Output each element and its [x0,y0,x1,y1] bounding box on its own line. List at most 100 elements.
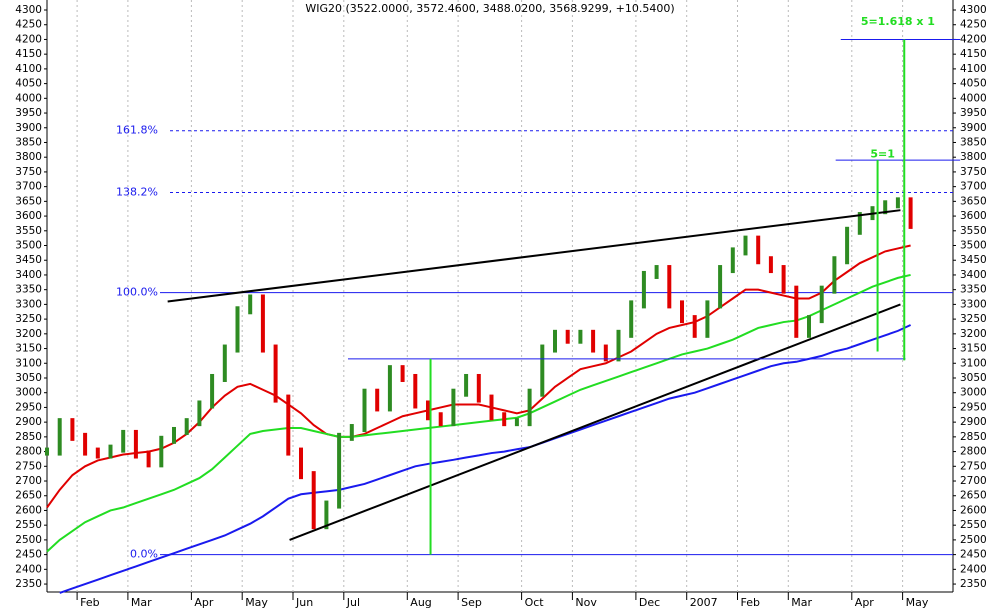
price-bar [641,270,646,309]
price-bar [413,373,418,409]
price-bar [502,412,507,427]
price-bar [629,300,634,338]
y-tick-label: 3300 [15,298,42,310]
fib-label: 100.0% [116,286,158,299]
moving-average [46,273,911,553]
y-tick-label: 3850 [15,136,42,148]
y-tick-label: 3400 [15,269,42,281]
x-tick-label: Oct [525,596,545,608]
y-tick-label: 2950 [15,401,42,413]
x-tick-label: Feb [80,596,99,608]
price-bar [438,412,443,427]
price-bar [387,365,392,412]
annotation: 5=1 [870,147,895,160]
price-bar [400,365,405,382]
price-bar [667,265,672,309]
price-bar [908,197,913,229]
y-tick-label: 3000 [15,387,42,399]
y-tick-label: 3150 [15,343,42,355]
price-bar [133,429,138,459]
price-bar [781,265,786,294]
price-bar [692,315,697,338]
y-tick-label-right: 3450 [960,254,987,266]
moving-average [46,244,911,509]
price-bar [565,329,570,344]
y-tick-label-right: 2550 [960,519,987,531]
y-tick-label: 3350 [15,284,42,296]
x-tick-label: Jun [295,596,313,608]
y-tick-label-right: 2600 [960,504,987,516]
y-tick-label: 2800 [15,446,42,458]
annotation: 5=1.618 x 1 [861,15,935,28]
y-tick-label: 2850 [15,431,42,443]
price-bar [248,294,253,315]
price-bar [705,300,710,338]
price-bar [286,394,291,456]
y-tick-label-right: 3800 [960,151,987,163]
y-tick-label-right: 2900 [960,416,987,428]
y-tick-label-right: 4200 [960,33,987,45]
price-bar [768,256,773,274]
y-tick-label-right: 3100 [960,357,987,369]
y-tick-label-right: 3950 [960,107,987,119]
price-bar [83,432,88,456]
price-bar [756,235,761,265]
y-tick-label-right: 3350 [960,284,987,296]
y-tick-label-right: 2800 [960,446,987,458]
price-bar [146,450,151,468]
y-tick-label-right: 4050 [960,78,987,90]
moving-average [59,324,912,594]
y-tick-label-right: 3600 [960,210,987,222]
y-tick-label: 2550 [15,519,42,531]
fib-label: 0.0% [130,548,158,561]
trendline [289,303,901,541]
price-bar [235,306,240,353]
y-tick-label: 3800 [15,151,42,163]
y-tick-label-right: 2650 [960,490,987,502]
price-bar [311,471,316,530]
price-bar [832,256,837,294]
y-tick-label: 2700 [15,475,42,487]
y-tick-label: 4050 [15,78,42,90]
price-bar [70,418,75,441]
y-tick-label: 2750 [15,460,42,472]
y-tick-label-right: 3700 [960,181,987,193]
price-bar [159,435,164,468]
y-tick-label-right: 3850 [960,136,987,148]
y-tick-label: 2600 [15,504,42,516]
price-bar [718,265,723,309]
y-tick-label-right: 3900 [960,122,987,134]
y-tick-label: 3550 [15,225,42,237]
price-bar [616,329,621,362]
y-tick-label-right: 3050 [960,372,987,384]
fib-label: 138.2% [116,186,158,199]
y-tick-label: 3650 [15,195,42,207]
price-bar [895,197,900,209]
price-bar [337,432,342,509]
price-bar [489,394,494,421]
x-tick-label: May [906,596,929,608]
x-tick-label: Jul [346,596,360,608]
price-bar [299,447,303,480]
fib-label: 161.8% [116,124,158,137]
y-tick-label-right: 4250 [960,19,987,31]
price-bar [603,344,608,362]
price-bar [45,447,49,456]
y-tick-label: 3200 [15,328,42,340]
y-tick-label-right: 3000 [960,387,987,399]
price-bar [680,300,684,324]
y-tick-label: 4300 [15,4,42,16]
price-bar [172,426,176,444]
price-bar [222,344,227,382]
trendline [167,209,901,303]
price-bar [121,429,126,453]
y-tick-label: 3500 [15,240,42,252]
price-bar [514,418,519,427]
y-tick-label-right: 2400 [960,563,987,575]
y-tick-label-right: 2450 [960,549,987,561]
price-bar [95,447,100,459]
y-tick-label-right: 4100 [960,63,987,75]
y-tick-label: 4000 [15,92,42,104]
